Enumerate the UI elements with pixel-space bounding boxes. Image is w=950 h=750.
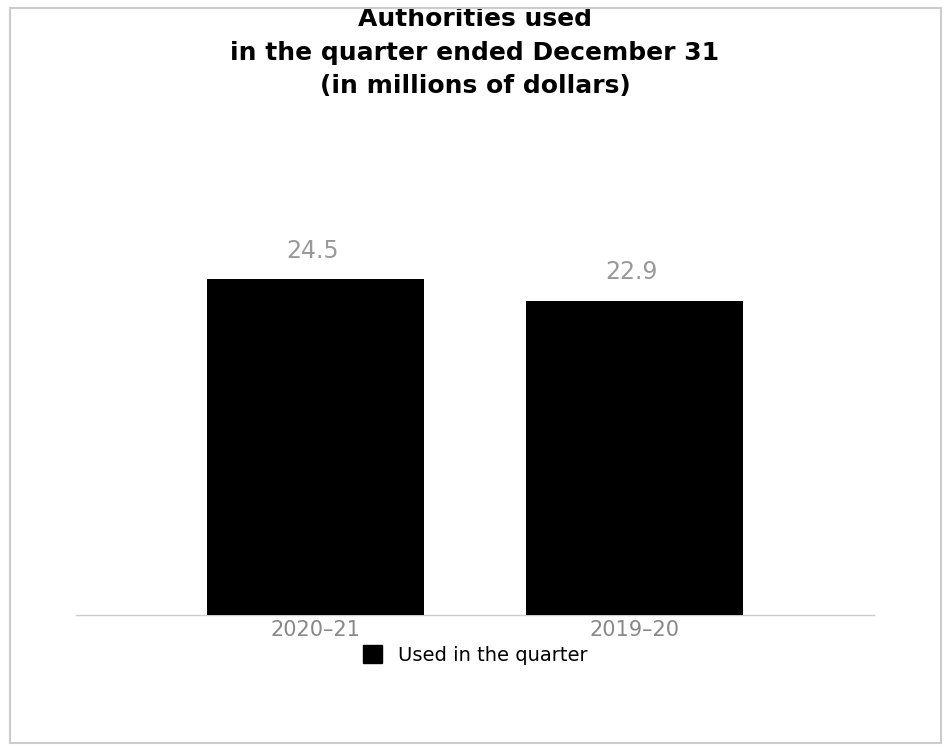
- Text: 24.5: 24.5: [286, 238, 339, 262]
- Bar: [206, 279, 425, 615]
- Bar: [525, 301, 744, 615]
- Title: Authorities used
in the quarter ended December 31
(in millions of dollars): Authorities used in the quarter ended De…: [231, 8, 719, 98]
- Legend: Used in the quarter: Used in the quarter: [355, 638, 595, 673]
- Text: 22.9: 22.9: [605, 260, 658, 284]
